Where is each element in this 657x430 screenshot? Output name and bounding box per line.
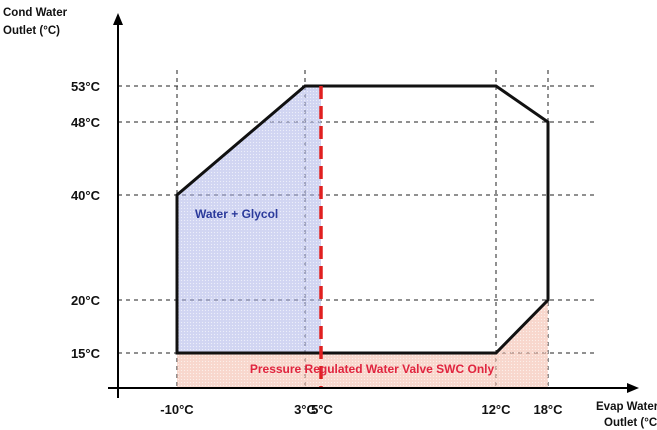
y-axis-title-line1: Cond Water <box>3 7 68 19</box>
pressure-valve-region <box>177 300 548 388</box>
x-axis-arrow <box>627 383 639 393</box>
pressure-valve-label: Pressure Regulated Water Valve SWC Only <box>250 362 495 376</box>
y-tick-label-15: 15°C <box>71 346 101 361</box>
y-tick-label-40: 40°C <box>71 188 101 203</box>
axes <box>108 13 639 398</box>
water-glycol-label: Water + Glycol <box>195 207 278 221</box>
y-tick-label-53: 53°C <box>71 79 101 94</box>
x-tick-label-12: 12°C <box>481 402 511 417</box>
region-labels: Water + Glycol Pressure Regulated Water V… <box>195 207 494 376</box>
axis-titles: Cond Water Outlet (°C) Evap Water Outlet… <box>3 7 657 429</box>
envelope-outline <box>175 84 550 355</box>
x-axis-title-line2: Outlet (°C) <box>604 417 657 429</box>
x-axis-title-line1: Evap Water <box>596 401 657 413</box>
y-axis-title-line2: Outlet (°C) <box>3 25 60 37</box>
x-tick-label-5: 5°C <box>311 402 333 417</box>
tick-labels: 15°C 20°C 40°C 48°C 53°C -10°C 3°C5°C 12°C 18°C <box>71 79 563 417</box>
y-tick-label-48: 48°C <box>71 115 101 130</box>
x-tick-label-3: 3°C <box>294 402 316 417</box>
y-axis-arrow <box>113 13 123 25</box>
regions <box>177 86 548 388</box>
y-tick-label-20: 20°C <box>71 293 101 308</box>
envelope <box>175 84 550 355</box>
x-tick-label--10: -10°C <box>160 402 194 417</box>
water-glycol-region <box>177 86 321 353</box>
x-tick-label-18: 18°C <box>533 402 563 417</box>
